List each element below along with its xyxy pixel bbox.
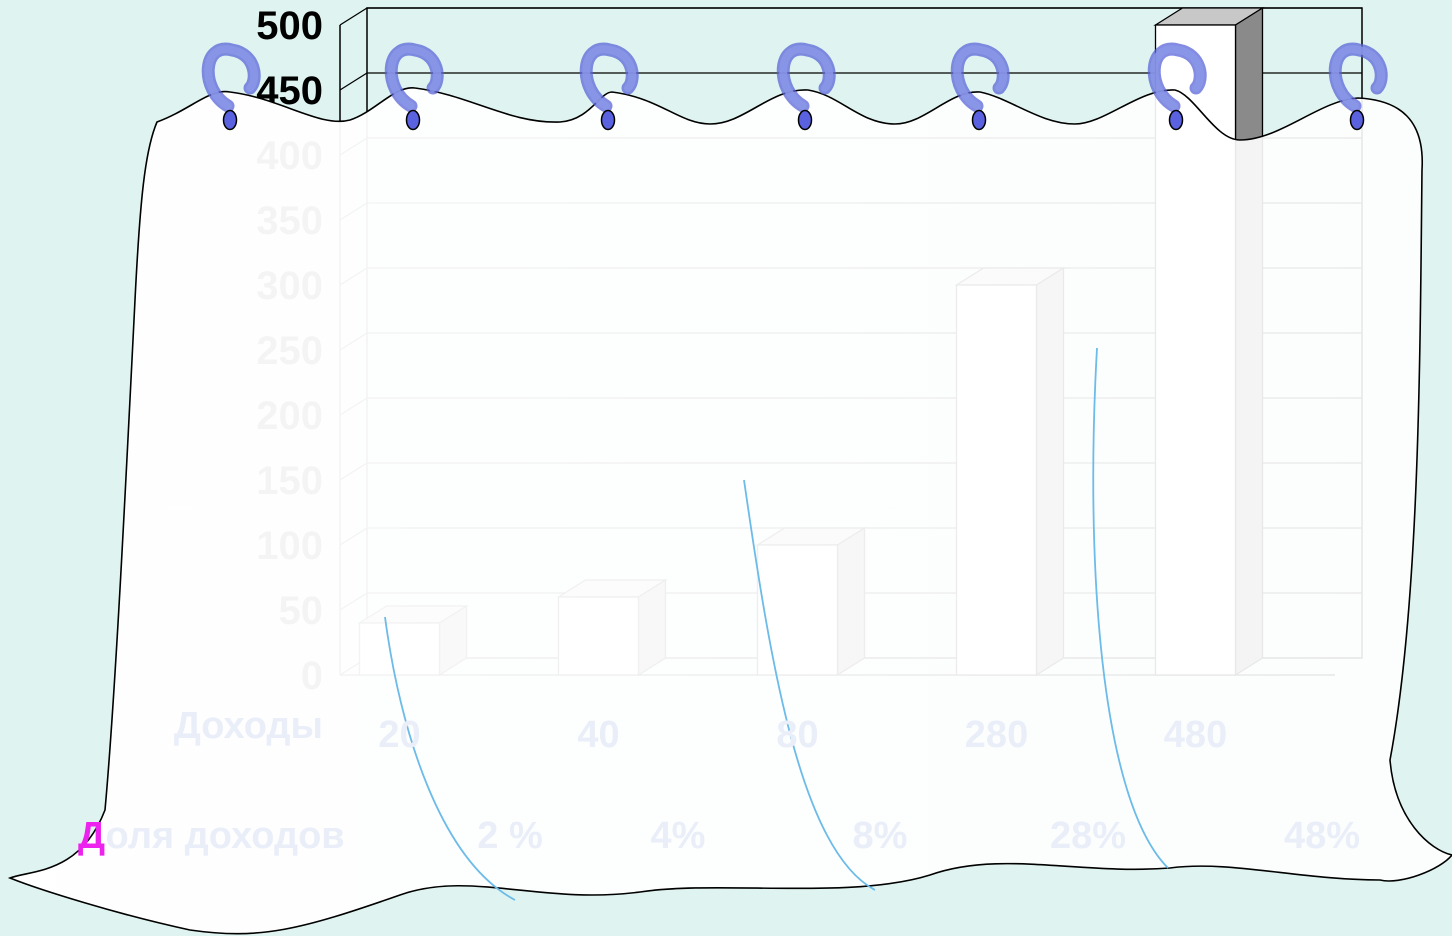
share-value: 8% xyxy=(853,815,908,857)
curtain-ring-icon xyxy=(384,42,444,131)
share-value: 48% xyxy=(1284,815,1360,857)
curtain-icon xyxy=(7,87,1452,935)
y-tick-label: 500 xyxy=(256,4,323,48)
share-value: 2 % xyxy=(477,815,542,857)
x-tick-label: 20 xyxy=(378,714,420,756)
curtain-ring-icon xyxy=(201,42,261,131)
curtain-ring-icon xyxy=(1147,42,1207,131)
data-table: Доходы 20 40 80 280 480 Доля доходов 2 % 4% 8% 28%… xyxy=(78,705,1360,857)
curtain-rings xyxy=(201,42,1388,131)
x-tick-label: 40 xyxy=(577,714,619,756)
share-value: 4% xyxy=(651,815,706,857)
curtain-ring-icon xyxy=(1328,42,1388,131)
share-row-label: Доля доходов xyxy=(78,815,345,857)
curtain-ring-icon xyxy=(579,42,639,131)
curtain-ring-icon xyxy=(950,42,1010,131)
gridline-side xyxy=(339,72,368,91)
x-tick-label: 280 xyxy=(965,714,1028,756)
curtain-folds xyxy=(384,347,1169,901)
gridline-side xyxy=(339,7,368,26)
curtain-ring-icon xyxy=(776,42,836,131)
income-row-label: Доходы xyxy=(174,705,323,747)
share-value: 28% xyxy=(1050,815,1126,857)
x-tick-label: 80 xyxy=(776,714,818,756)
x-tick-label: 480 xyxy=(1164,714,1227,756)
